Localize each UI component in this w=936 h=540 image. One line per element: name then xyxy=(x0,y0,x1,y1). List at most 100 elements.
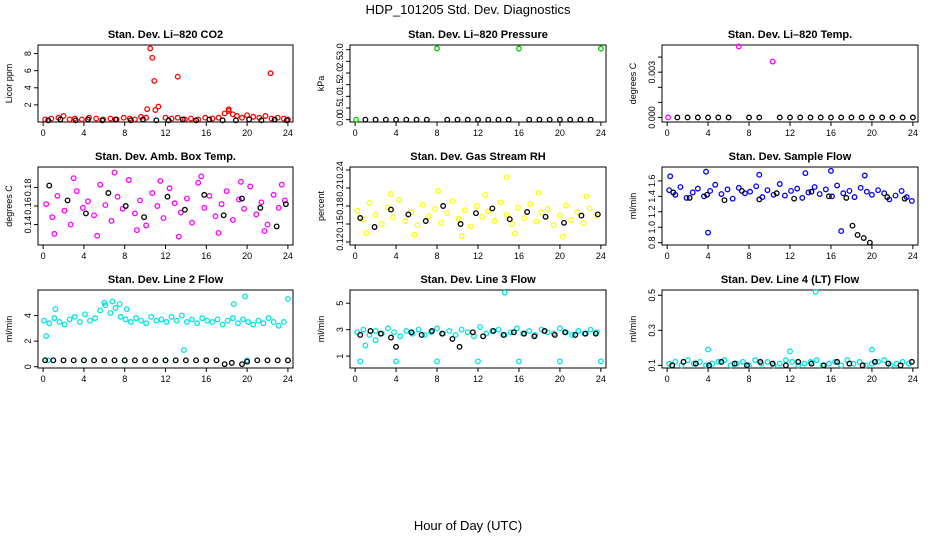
data-point xyxy=(116,301,123,308)
data-point xyxy=(507,329,514,336)
data-point xyxy=(151,77,158,84)
data-point xyxy=(707,187,714,194)
data-point xyxy=(122,316,129,323)
data-point xyxy=(556,212,563,219)
data-point xyxy=(46,320,53,327)
data-point xyxy=(372,212,379,218)
data-point xyxy=(461,207,468,214)
y-tick-label: 2.0 xyxy=(335,67,345,80)
reference-point xyxy=(776,114,783,121)
data-point xyxy=(746,362,752,369)
plot-frame xyxy=(661,166,919,246)
data-point xyxy=(54,192,61,199)
y-axis-label: percent xyxy=(316,190,326,221)
data-point xyxy=(93,115,100,122)
x-tick-label: 20 xyxy=(867,251,877,261)
data-point xyxy=(67,221,74,228)
y-axis-label: degrees C xyxy=(4,185,14,227)
data-point xyxy=(787,348,793,355)
reference-point xyxy=(220,212,227,219)
x-tick-label: 12 xyxy=(785,374,795,384)
x-tick-label: 0 xyxy=(353,128,358,138)
reference-point xyxy=(206,116,213,123)
data-point xyxy=(816,191,823,197)
reference-point xyxy=(808,360,815,367)
reference-point xyxy=(162,357,169,364)
data-point xyxy=(694,185,701,192)
x-tick-label: 4 xyxy=(706,374,711,384)
reference-point xyxy=(551,331,558,338)
data-point xyxy=(153,317,160,324)
y-tick-label: 6 xyxy=(23,68,33,73)
reference-point xyxy=(791,195,798,202)
reference-point xyxy=(834,358,841,365)
reference-point xyxy=(181,206,188,213)
data-point xyxy=(144,106,151,113)
reference-point xyxy=(271,116,278,123)
reference-point xyxy=(669,362,676,369)
plot-frame xyxy=(37,289,294,369)
data-point xyxy=(147,45,154,52)
data-point xyxy=(789,358,795,365)
x-tick-label: 20 xyxy=(867,374,877,384)
data-point xyxy=(391,329,397,336)
reference-point xyxy=(80,357,87,364)
x-tick-label: 16 xyxy=(201,251,211,261)
reference-point xyxy=(807,114,814,121)
y-axis-label: Licor ppm xyxy=(4,64,14,104)
data-point xyxy=(781,192,788,199)
x-tick-label: 20 xyxy=(555,128,565,138)
reference-point xyxy=(72,117,79,124)
reference-point xyxy=(131,357,138,364)
data-point xyxy=(533,218,540,225)
reference-point xyxy=(393,116,400,123)
data-point xyxy=(275,204,282,211)
reference-point xyxy=(746,114,752,121)
x-tick-label: 8 xyxy=(435,374,440,384)
data-point xyxy=(275,322,282,329)
y-tick-label: 5 xyxy=(335,301,345,306)
reference-point xyxy=(567,116,574,123)
reference-point xyxy=(838,114,845,121)
reference-point xyxy=(797,114,804,121)
data-point xyxy=(550,222,557,229)
data-point xyxy=(267,70,274,77)
x-tick-label: 0 xyxy=(41,374,46,384)
data-point xyxy=(665,114,672,121)
x-tick-label: 0 xyxy=(41,128,46,138)
data-point xyxy=(838,362,845,369)
data-point xyxy=(199,315,206,322)
data-point xyxy=(224,317,231,324)
x-tick-label: 4 xyxy=(394,374,399,384)
data-point xyxy=(166,185,173,192)
data-point xyxy=(180,347,187,354)
panel-6: Stan. Dev. Sample Flow 0 4 8 12 16 20 24 0.8 1.0 1… xyxy=(628,151,919,261)
data-point xyxy=(560,233,566,240)
reference-point xyxy=(694,114,701,121)
data-point xyxy=(173,317,180,324)
x-tick-label: 20 xyxy=(242,128,252,138)
data-point xyxy=(846,187,853,194)
x-tick-label: 0 xyxy=(665,374,670,384)
x-tick-label: 8 xyxy=(747,128,752,138)
data-point xyxy=(265,315,272,322)
data-point xyxy=(840,190,847,197)
data-point xyxy=(703,362,709,369)
reference-point xyxy=(142,357,149,364)
reference-point xyxy=(828,114,834,121)
reference-point xyxy=(705,114,712,121)
reference-point xyxy=(725,114,732,121)
reference-point xyxy=(64,197,71,204)
reference-point xyxy=(193,357,200,364)
data-point xyxy=(148,313,155,320)
reference-point xyxy=(203,357,210,364)
data-point xyxy=(212,213,219,220)
reference-point xyxy=(825,193,832,200)
data-point xyxy=(799,194,806,201)
data-point xyxy=(583,193,590,200)
reference-point xyxy=(457,221,464,227)
reference-point xyxy=(866,239,873,246)
data-point xyxy=(372,337,379,344)
data-point xyxy=(516,45,522,52)
data-point xyxy=(812,288,819,295)
